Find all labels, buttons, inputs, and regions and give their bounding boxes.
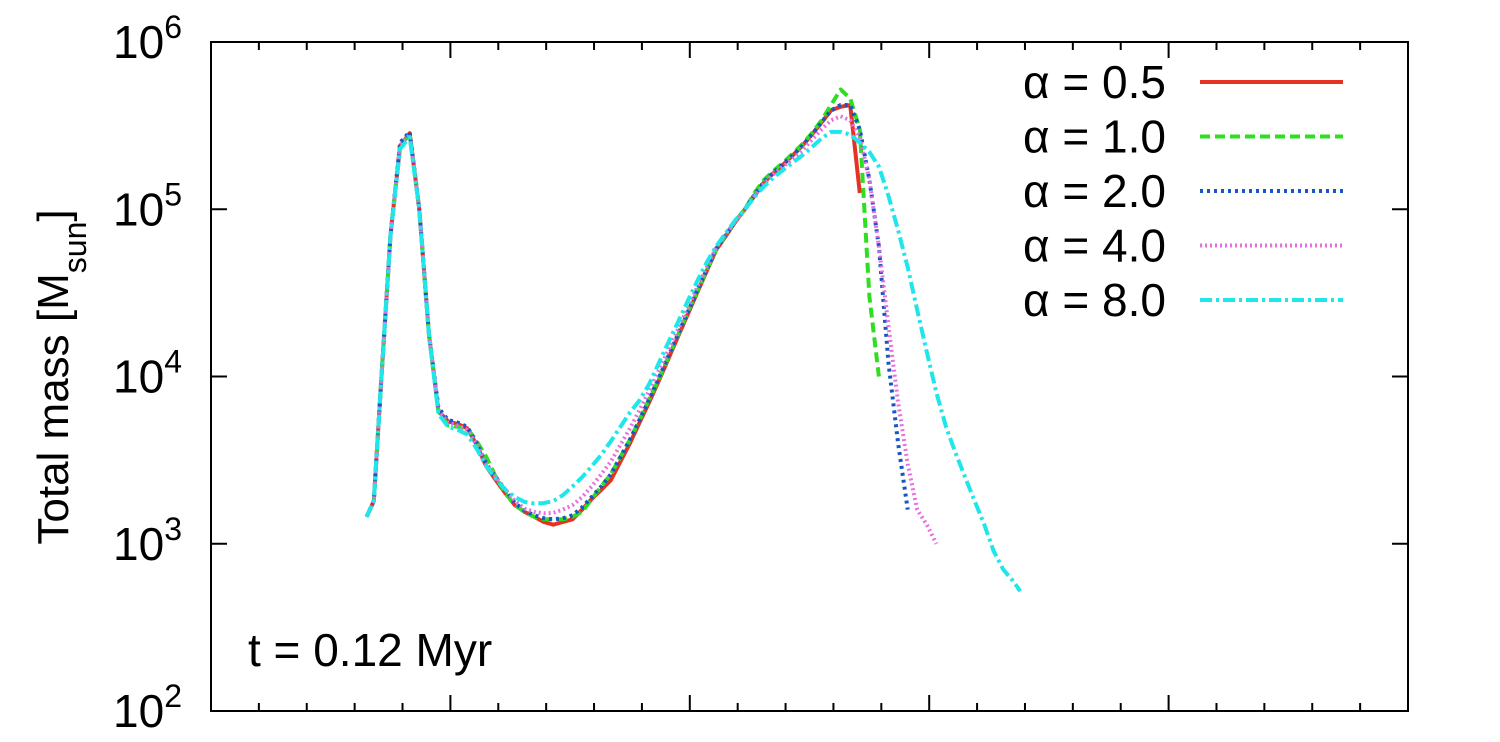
series-line-3 bbox=[364, 103, 910, 522]
axis-ticks bbox=[210, 41, 1409, 712]
y-tick-label: 103 bbox=[113, 511, 182, 570]
y-tick-label-base: 10 bbox=[113, 351, 164, 403]
legend-label: α = 8.0 bbox=[1023, 274, 1166, 326]
plot-frame bbox=[210, 41, 1409, 712]
y-tick-label-exponent: 4 bbox=[164, 344, 182, 380]
y-tick-label: 104 bbox=[113, 344, 182, 403]
y-tick-label-base: 10 bbox=[113, 685, 164, 737]
series-line-1 bbox=[364, 103, 862, 527]
y-tick-label-exponent: 6 bbox=[164, 9, 182, 45]
y-axis-label-close: ] bbox=[29, 209, 78, 221]
series-line-5 bbox=[364, 129, 1022, 593]
y-tick-label: 106 bbox=[113, 9, 182, 68]
legend-label: α = 1.0 bbox=[1023, 111, 1166, 163]
legend: α = 0.5α = 1.0α = 2.0α = 4.0α = 8.0 bbox=[1023, 56, 1343, 326]
y-tick-label-base: 10 bbox=[113, 518, 164, 570]
y-tick-label-exponent: 3 bbox=[164, 511, 182, 547]
legend-label: α = 2.0 bbox=[1023, 165, 1166, 217]
legend-label: α = 0.5 bbox=[1023, 56, 1166, 108]
series-line-4 bbox=[364, 114, 939, 545]
legend-label: α = 4.0 bbox=[1023, 220, 1166, 272]
time-annotation: t = 0.12 Myr bbox=[248, 624, 492, 676]
y-tick-label-base: 10 bbox=[113, 183, 164, 235]
y-tick-label: 105 bbox=[113, 176, 182, 235]
series-lines bbox=[364, 87, 1022, 593]
y-tick-label-base: 10 bbox=[113, 16, 164, 68]
y-tick-label-exponent: 5 bbox=[164, 176, 182, 212]
y-axis-label: Total mass [Msun] bbox=[29, 209, 93, 544]
y-axis-label-sub: sun bbox=[57, 222, 93, 274]
y-tick-label-exponent: 2 bbox=[164, 678, 182, 714]
y-axis-label-main: Total mass [M bbox=[29, 273, 78, 544]
y-tick-label: 102 bbox=[113, 678, 182, 737]
